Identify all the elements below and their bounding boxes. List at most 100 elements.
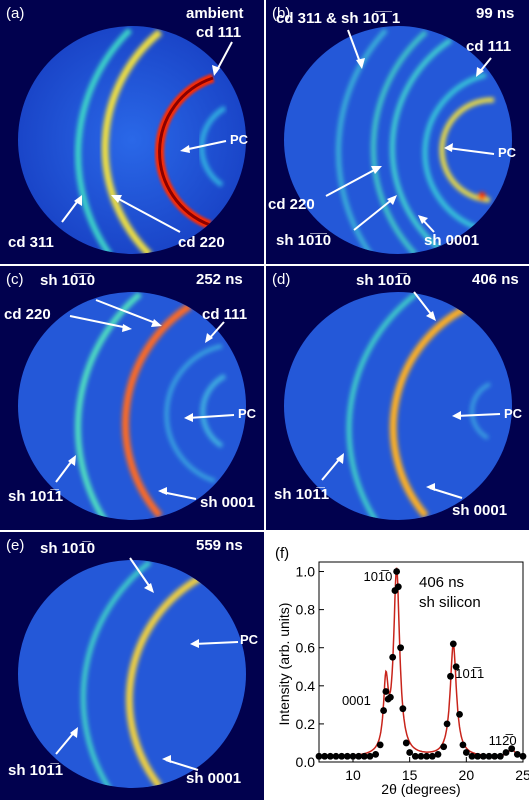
data-point xyxy=(315,752,323,760)
annotation-sh1010: sh 101̅0 xyxy=(356,272,412,289)
ring-sh0001 xyxy=(389,304,468,519)
data-point xyxy=(389,653,397,661)
y-tick-label: 0.4 xyxy=(296,678,316,694)
annotation-sh1011: sh 101̅1 xyxy=(8,488,64,505)
data-point xyxy=(399,705,407,713)
data-point xyxy=(508,745,516,753)
data-point xyxy=(468,752,476,760)
data-point xyxy=(440,743,448,751)
data-point xyxy=(502,749,510,756)
ring-cd111-core xyxy=(158,76,214,227)
y-tick-label: 0.8 xyxy=(296,602,316,618)
annotation-cd220: cd 220 xyxy=(268,196,315,213)
data-point xyxy=(321,752,329,760)
panel-label-a: (a) xyxy=(6,5,25,22)
diffraction-image-d xyxy=(284,291,512,520)
data-point xyxy=(376,741,384,749)
panel-label-d: (d) xyxy=(272,271,291,288)
data-point xyxy=(326,752,334,760)
annotation-sh0001: sh 0001 xyxy=(452,502,508,519)
y-tick-label: 0.6 xyxy=(296,640,316,656)
diffraction-image-c xyxy=(18,292,246,520)
annotation-sh1011: sh 101̅1 xyxy=(8,762,64,779)
panel-label-b: (b) xyxy=(272,5,291,22)
annotation-cd111: cd 111 xyxy=(466,38,512,55)
detector-disk xyxy=(18,26,246,254)
diffraction-image-b xyxy=(284,26,512,254)
data-point xyxy=(513,750,521,758)
annotation-cd220: cd 220 xyxy=(178,234,225,251)
ring-cd111 xyxy=(422,72,487,231)
data-point xyxy=(456,710,463,718)
plot-frame xyxy=(318,561,524,763)
data-point xyxy=(343,752,351,760)
data-point xyxy=(332,752,340,760)
data-point xyxy=(443,720,451,728)
ring-sh1011 xyxy=(80,560,152,788)
ring-cd111 xyxy=(164,344,223,483)
annotation-time: 406 ns xyxy=(419,574,464,591)
data-point xyxy=(462,749,470,756)
ring-cd220 xyxy=(389,37,453,252)
chart-panel-label: (f) xyxy=(275,545,289,562)
annotation-cd111: cd 111 xyxy=(202,306,248,323)
x-tick-label: 15 xyxy=(402,767,418,783)
data-point xyxy=(459,741,467,749)
ring-sh1010 xyxy=(370,30,428,254)
detector-disk xyxy=(18,292,246,520)
peak-label: 0001 xyxy=(342,693,371,708)
annotation-sh1010: sh 10̅1̅0 xyxy=(40,272,96,289)
annotation-pc: PC xyxy=(230,132,249,147)
data-point xyxy=(491,752,499,760)
data-point xyxy=(402,739,410,747)
panel-time-c: 252 ns xyxy=(196,271,243,288)
y-axis-label: Intensity (arb. units) xyxy=(276,603,292,726)
arrow-pc xyxy=(183,140,227,151)
annotation-material: sh silicon xyxy=(419,594,481,611)
data-point xyxy=(366,752,374,760)
data-point xyxy=(380,707,387,714)
data-point xyxy=(496,752,504,760)
peak-label: 101̅1 xyxy=(455,666,484,681)
ring-pc xyxy=(470,382,491,440)
ring-cd311 xyxy=(336,28,388,254)
x-tick-label: 10 xyxy=(345,767,361,783)
diffraction-image-a xyxy=(18,26,246,254)
annotation-sh1010: sh 10̅1̅0 xyxy=(276,232,332,249)
data-point xyxy=(485,752,493,760)
panel-c: (c) 252 ns sh 10̅1̅0 cd 220 cd 111 PC sh… xyxy=(0,266,264,530)
ring-sh1011 xyxy=(75,292,142,520)
ring-pc xyxy=(200,373,227,449)
panel-d: (d) 406 ns sh 101̅0 PC sh 101̅1 sh 0001 xyxy=(266,266,529,530)
annotation-sh1011: sh 101̅1 xyxy=(274,486,330,503)
diffraction-image-e xyxy=(18,557,246,788)
y-tick-label: 1.0 xyxy=(296,564,316,580)
panel-time-e: 559 ns xyxy=(196,537,243,554)
data-point xyxy=(355,752,363,760)
annotation-cd311: cd 311 xyxy=(8,234,54,251)
data-point xyxy=(449,640,457,648)
ring-sh1011 xyxy=(346,292,418,520)
data-point xyxy=(394,583,402,591)
annotation-pc: PC xyxy=(504,406,523,421)
annotation-sh1010: sh 101̅0 xyxy=(40,540,96,557)
panel-a: (a) ambient cd 111 PC cd 311 cd 220 xyxy=(0,0,264,264)
panel-f-chart: (f) 10 15 20 25 0.0 0.2 0.4 0.6 0.8 1.0 0001 101̅0… xyxy=(267,532,529,800)
annotation-pc: PC xyxy=(240,632,259,647)
annotation-pc: PC xyxy=(498,145,517,160)
annotation-cd111: cd 111 xyxy=(196,24,242,41)
data-point xyxy=(372,750,380,758)
data-point xyxy=(519,752,527,760)
ring-sh0001 xyxy=(122,303,192,519)
ring-cd220 xyxy=(101,29,163,254)
panel-time-d: 406 ns xyxy=(472,271,519,288)
x-tick-label: 20 xyxy=(459,767,475,783)
x-tick-label: 25 xyxy=(515,767,529,783)
x-axis-label: 2θ (degrees) xyxy=(381,781,460,797)
data-point xyxy=(406,749,414,756)
ring-cd311 xyxy=(75,27,133,254)
detector-disk xyxy=(284,26,512,254)
data-point xyxy=(428,752,436,760)
y-tick-label: 0.0 xyxy=(296,754,316,770)
data-point xyxy=(382,688,390,695)
